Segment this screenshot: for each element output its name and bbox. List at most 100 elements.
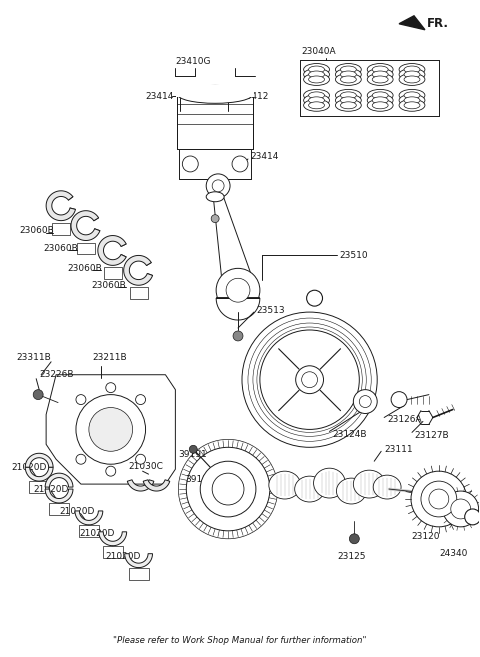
Circle shape — [349, 533, 360, 544]
FancyBboxPatch shape — [180, 149, 251, 179]
Polygon shape — [399, 16, 425, 30]
Text: 24340: 24340 — [440, 549, 468, 558]
Circle shape — [182, 156, 198, 172]
Ellipse shape — [404, 102, 420, 109]
Ellipse shape — [399, 74, 425, 85]
Text: 21020D: 21020D — [59, 507, 95, 516]
Ellipse shape — [372, 102, 388, 109]
Text: 21020D: 21020D — [12, 463, 47, 472]
Ellipse shape — [336, 68, 361, 80]
Text: A: A — [470, 512, 476, 522]
Text: 23111: 23111 — [384, 445, 413, 454]
Ellipse shape — [367, 95, 393, 106]
Circle shape — [429, 489, 449, 509]
Text: 21020D: 21020D — [79, 530, 114, 538]
Circle shape — [242, 312, 377, 447]
Ellipse shape — [309, 92, 324, 99]
Circle shape — [76, 454, 86, 464]
Polygon shape — [98, 236, 126, 265]
FancyBboxPatch shape — [77, 242, 95, 254]
Ellipse shape — [404, 71, 420, 78]
Text: FR.: FR. — [427, 17, 449, 30]
Text: 23126A: 23126A — [387, 415, 422, 424]
Circle shape — [216, 268, 260, 312]
Ellipse shape — [404, 97, 420, 104]
Circle shape — [76, 395, 86, 405]
Text: 23211B: 23211B — [93, 353, 128, 362]
Circle shape — [353, 390, 377, 413]
Circle shape — [206, 174, 230, 198]
Polygon shape — [75, 511, 103, 525]
Text: 23510: 23510 — [339, 251, 368, 260]
Ellipse shape — [353, 470, 385, 498]
Text: 23311B: 23311B — [16, 353, 51, 362]
FancyBboxPatch shape — [49, 503, 69, 515]
FancyBboxPatch shape — [129, 568, 148, 579]
Ellipse shape — [304, 64, 329, 76]
Polygon shape — [143, 480, 170, 491]
Text: 23414: 23414 — [250, 152, 278, 160]
Text: 23412: 23412 — [240, 92, 268, 101]
Ellipse shape — [372, 92, 388, 99]
Ellipse shape — [304, 74, 329, 85]
Circle shape — [212, 473, 244, 505]
FancyBboxPatch shape — [52, 223, 70, 235]
Ellipse shape — [399, 89, 425, 101]
Text: 23060B: 23060B — [43, 244, 78, 253]
Ellipse shape — [309, 76, 324, 83]
FancyBboxPatch shape — [130, 287, 147, 299]
Circle shape — [260, 330, 360, 430]
Ellipse shape — [304, 68, 329, 80]
Ellipse shape — [340, 102, 356, 109]
Ellipse shape — [309, 102, 324, 109]
Circle shape — [186, 447, 270, 531]
Ellipse shape — [404, 66, 420, 73]
Circle shape — [443, 491, 479, 527]
Text: 23513: 23513 — [256, 306, 285, 315]
Ellipse shape — [309, 97, 324, 104]
Ellipse shape — [304, 99, 329, 111]
Circle shape — [200, 461, 256, 517]
Ellipse shape — [340, 66, 356, 73]
Ellipse shape — [399, 64, 425, 76]
Ellipse shape — [373, 475, 401, 499]
Ellipse shape — [404, 76, 420, 83]
Circle shape — [189, 445, 197, 453]
Text: 23060B: 23060B — [67, 264, 102, 273]
Circle shape — [179, 440, 278, 539]
Ellipse shape — [372, 71, 388, 78]
Circle shape — [465, 509, 480, 525]
Ellipse shape — [336, 74, 361, 85]
Ellipse shape — [336, 89, 361, 101]
Polygon shape — [25, 453, 53, 467]
Polygon shape — [46, 374, 175, 484]
Ellipse shape — [372, 97, 388, 104]
Polygon shape — [216, 298, 260, 320]
Circle shape — [421, 481, 457, 517]
Text: 21020D: 21020D — [106, 552, 141, 561]
Text: 23060B: 23060B — [19, 226, 54, 235]
Text: A: A — [312, 294, 317, 303]
FancyBboxPatch shape — [176, 85, 254, 97]
Text: 21030C: 21030C — [129, 462, 164, 470]
Ellipse shape — [304, 95, 329, 106]
Circle shape — [136, 395, 145, 405]
Ellipse shape — [269, 471, 300, 499]
Ellipse shape — [309, 66, 324, 73]
Circle shape — [301, 372, 318, 388]
FancyBboxPatch shape — [178, 95, 253, 149]
Circle shape — [212, 180, 224, 192]
Ellipse shape — [404, 92, 420, 99]
Ellipse shape — [367, 64, 393, 76]
Ellipse shape — [340, 76, 356, 83]
Circle shape — [233, 331, 243, 341]
Circle shape — [136, 454, 145, 464]
Ellipse shape — [340, 71, 356, 78]
Circle shape — [360, 396, 371, 407]
Text: 23226B: 23226B — [39, 371, 73, 379]
Ellipse shape — [372, 76, 388, 83]
Text: 23125: 23125 — [337, 552, 366, 561]
Circle shape — [232, 156, 248, 172]
Circle shape — [411, 471, 467, 527]
Text: 21020D: 21020D — [33, 485, 69, 493]
